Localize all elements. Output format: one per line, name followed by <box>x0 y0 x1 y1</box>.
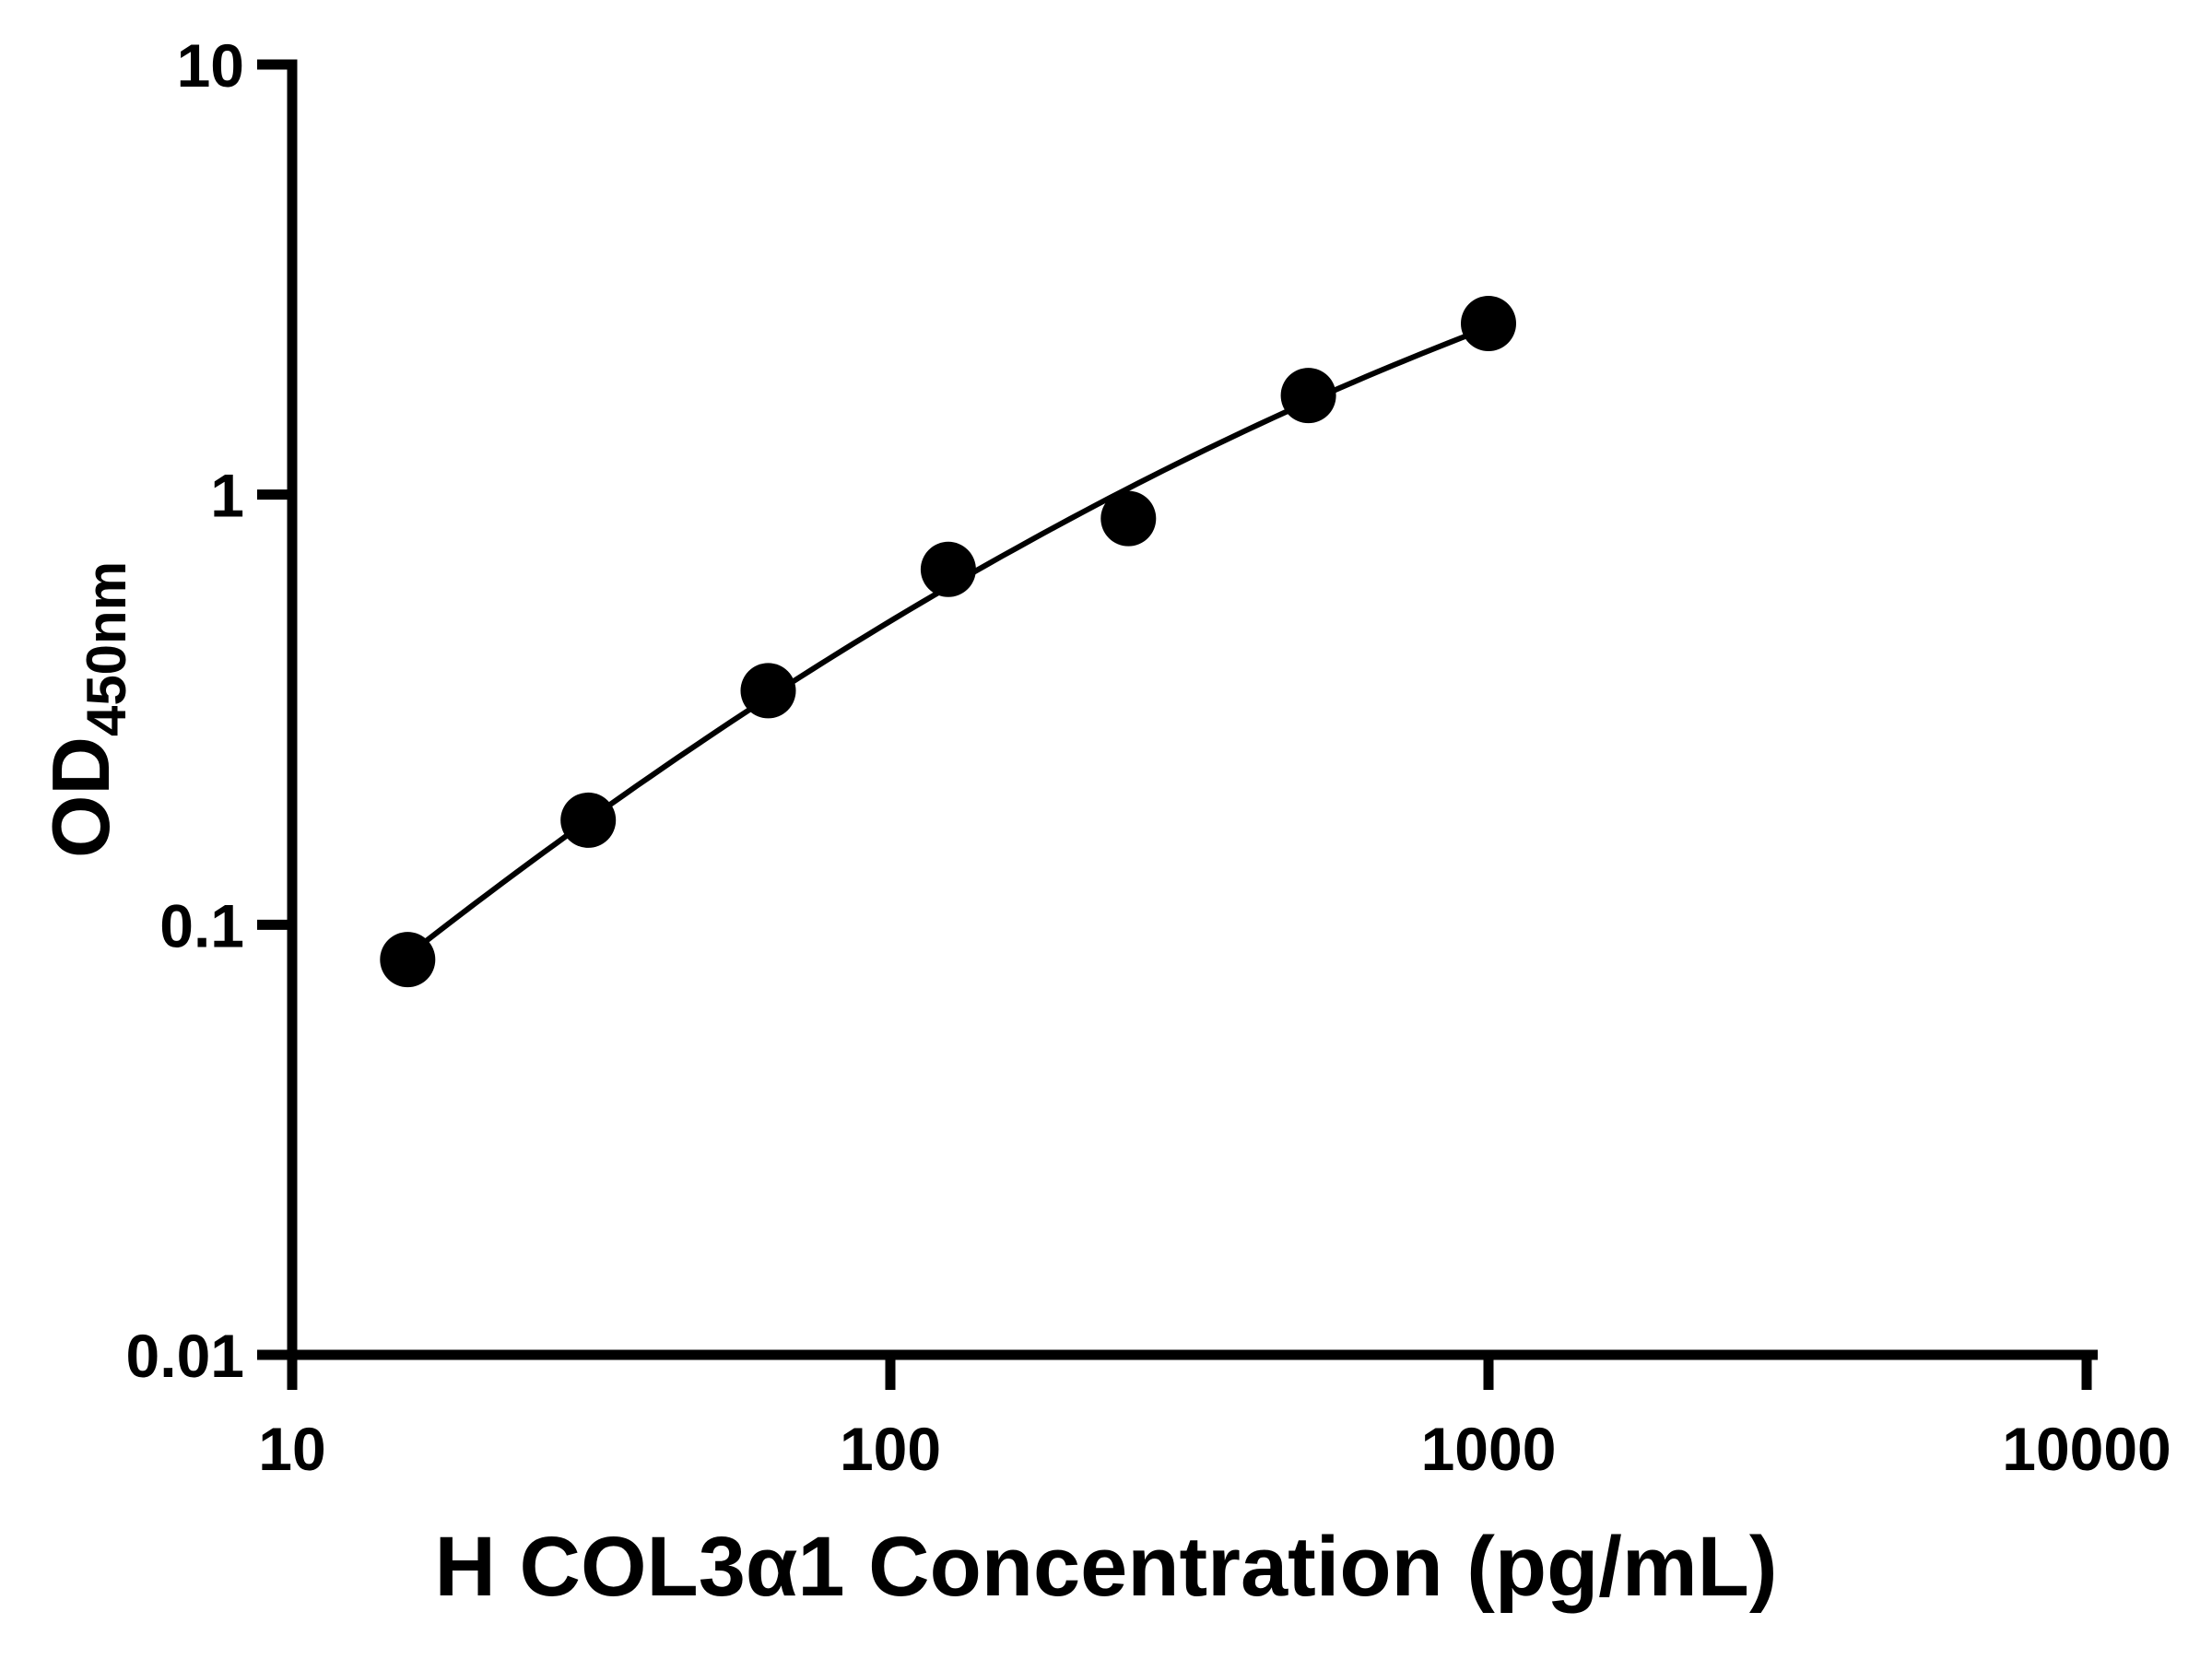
x-tick-label: 10000 <box>2002 1415 2171 1483</box>
x-tick-label: 10 <box>258 1415 325 1483</box>
y-tick-label: 10 <box>177 31 244 100</box>
y-tick-label: 0.1 <box>159 891 244 959</box>
axis-lines <box>287 59 2098 1360</box>
data-point <box>740 663 796 719</box>
data-point <box>560 792 617 848</box>
x-tick-label: 1000 <box>1421 1415 1557 1483</box>
y-axis-title-subscript: 450nm <box>76 560 137 737</box>
data-point <box>1280 368 1336 424</box>
y-tick-label: 1 <box>210 462 244 530</box>
data-point <box>1100 490 1157 547</box>
y-axis-title: OD450nm <box>34 561 137 859</box>
y-tick-label: 0.01 <box>126 1322 244 1390</box>
y-axis-title-main: OD <box>35 736 126 859</box>
data-point <box>920 541 976 597</box>
x-tick-label: 100 <box>840 1415 941 1483</box>
data-point <box>380 932 436 988</box>
fit-curve <box>405 324 1491 959</box>
data-point <box>1461 296 1516 351</box>
x-axis-title: H COL3α1 Concentration (pg/mL) <box>434 1520 1778 1614</box>
